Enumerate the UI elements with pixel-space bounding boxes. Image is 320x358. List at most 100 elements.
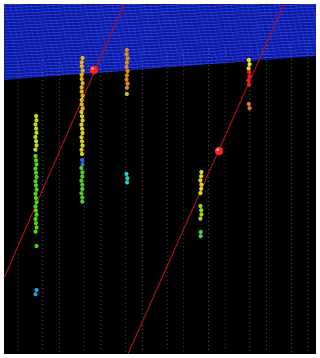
- string-module: [249, 250, 251, 252]
- string-module: [83, 261, 85, 263]
- string-module: [42, 80, 44, 82]
- string-module: [183, 214, 185, 216]
- vertex-markers: [89, 65, 224, 156]
- string-module: [207, 160, 209, 162]
- string-module: [224, 131, 226, 133]
- mesh-line: [122, 4, 142, 80]
- string-module: [125, 162, 127, 164]
- string-module: [307, 301, 309, 303]
- string-module: [58, 258, 60, 260]
- string-module: [166, 231, 168, 233]
- particle-tracks: [3, 3, 285, 355]
- string-module: [307, 65, 309, 67]
- string-module: [224, 239, 226, 241]
- string-module: [125, 322, 127, 324]
- string-module: [166, 71, 168, 73]
- string-module: [207, 140, 209, 142]
- string-module: [83, 321, 85, 323]
- string-module: [307, 329, 309, 331]
- string-module: [207, 244, 209, 246]
- string-module: [290, 211, 292, 213]
- string-module: [183, 254, 185, 256]
- string-module: [166, 83, 168, 85]
- string-module: [125, 218, 127, 220]
- mesh-line: [41, 4, 61, 80]
- string-module: [100, 287, 102, 289]
- string-module: [17, 145, 19, 147]
- string-module: [42, 192, 44, 194]
- string-module: [42, 248, 44, 250]
- string-module: [224, 79, 226, 81]
- string-module: [224, 163, 226, 165]
- vertex-highlight: [91, 67, 95, 71]
- string-module: [290, 343, 292, 345]
- mesh-line: [4, 18, 316, 36]
- string-module: [42, 232, 44, 234]
- string-module: [42, 148, 44, 150]
- string-4-hits: [79, 165, 84, 171]
- string-module: [100, 179, 102, 181]
- string-module: [58, 302, 60, 304]
- string-module: [125, 170, 127, 172]
- string-module: [307, 221, 309, 223]
- string-module: [290, 155, 292, 157]
- string-module: [17, 345, 19, 347]
- string-module: [183, 146, 185, 148]
- string-2-hits: [34, 139, 39, 144]
- string-module: [141, 301, 143, 303]
- string-4-hits: [79, 97, 84, 103]
- string-module: [224, 267, 226, 269]
- string-module: [58, 206, 60, 208]
- string-module: [166, 159, 168, 161]
- string-module: [249, 194, 251, 196]
- string-module: [42, 320, 44, 322]
- string-2-hits: [33, 179, 38, 184]
- string-module: [307, 125, 309, 127]
- string-10-hits: [198, 203, 203, 209]
- string-module: [58, 226, 60, 228]
- string-module: [249, 198, 251, 200]
- string-module: [249, 138, 251, 140]
- string-module: [290, 287, 292, 289]
- string-module: [100, 319, 102, 321]
- string-12-hits: [246, 78, 251, 83]
- string-10-hits: [198, 190, 203, 196]
- string-module: [17, 105, 19, 107]
- string-module: [266, 84, 268, 86]
- string-module: [83, 97, 85, 99]
- string-module: [290, 143, 292, 145]
- string-module: [100, 207, 102, 209]
- string-module: [100, 139, 102, 141]
- string-module: [83, 149, 85, 151]
- string-module: [224, 251, 226, 253]
- string-module: [42, 252, 44, 254]
- string-module: [83, 281, 85, 283]
- string-module: [100, 131, 102, 133]
- string-4-hits: [80, 130, 85, 136]
- string-module: [290, 135, 292, 137]
- string-module: [166, 199, 168, 201]
- string-module: [207, 92, 209, 94]
- string-module: [207, 224, 209, 226]
- string-module: [249, 122, 251, 124]
- string-module: [266, 76, 268, 78]
- string-module: [266, 224, 268, 226]
- string-module: [183, 190, 185, 192]
- string-module: [249, 330, 251, 332]
- string-module: [83, 305, 85, 307]
- string-module: [183, 118, 185, 120]
- string-module: [83, 317, 85, 319]
- string-module: [125, 110, 127, 112]
- string-module: [125, 326, 127, 328]
- string-module: [17, 349, 19, 351]
- string-module: [290, 275, 292, 277]
- string-module: [100, 107, 102, 109]
- string-module: [290, 115, 292, 117]
- string-module: [249, 206, 251, 208]
- string-module: [58, 82, 60, 84]
- string-module: [100, 219, 102, 221]
- string-module: [266, 152, 268, 154]
- string-module: [290, 139, 292, 141]
- string-module: [125, 118, 127, 120]
- string-module: [207, 120, 209, 122]
